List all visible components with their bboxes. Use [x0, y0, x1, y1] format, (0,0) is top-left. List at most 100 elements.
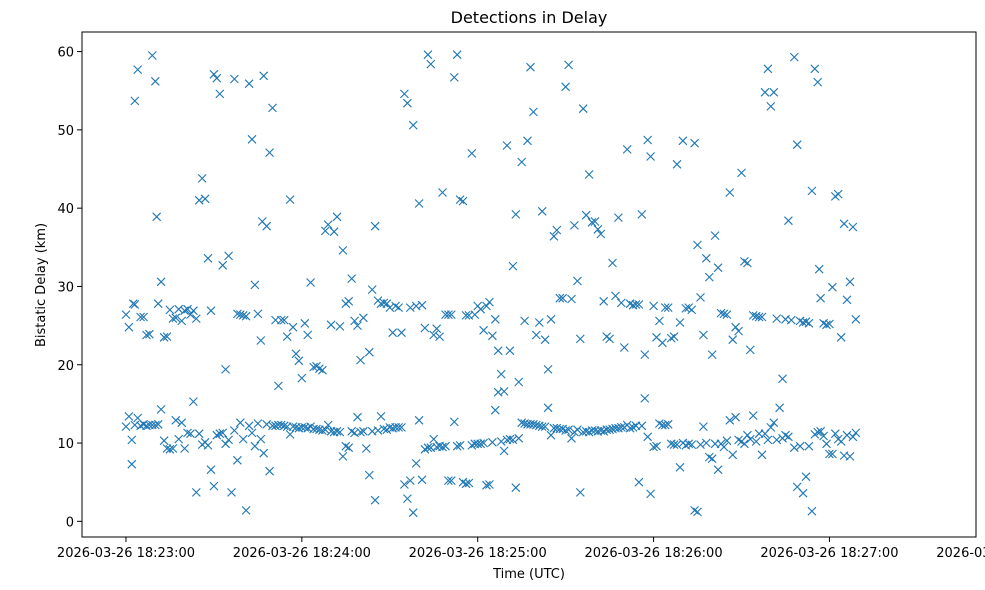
- data-point-marker: [578, 104, 588, 114]
- data-point-marker: [722, 436, 732, 446]
- data-point-marker: [740, 257, 749, 266]
- data-point-marker: [760, 87, 770, 97]
- data-point-marker: [403, 98, 412, 108]
- data-point-marker: [511, 483, 521, 493]
- data-point-marker: [772, 435, 782, 445]
- data-point-marker: [306, 278, 315, 287]
- data-point-marker: [801, 317, 811, 327]
- data-point-marker: [411, 459, 421, 468]
- data-point-marker: [376, 412, 386, 421]
- data-point-marker: [162, 332, 172, 341]
- data-point-marker: [725, 188, 735, 197]
- data-point-marker: [344, 296, 354, 306]
- data-point-marker: [153, 419, 163, 429]
- data-point-marker: [361, 444, 371, 453]
- data-point-marker: [203, 441, 213, 450]
- data-point-marker: [851, 314, 861, 324]
- data-point-marker: [318, 365, 327, 375]
- data-point-marker: [640, 350, 650, 359]
- data-point-marker: [496, 437, 506, 446]
- data-point-marker: [789, 52, 799, 62]
- data-point-marker: [781, 430, 790, 440]
- data-point-marker: [734, 326, 743, 336]
- data-point-marker: [587, 217, 597, 227]
- data-point-marker: [716, 308, 726, 318]
- data-point-marker: [467, 149, 477, 158]
- data-point-marker: [320, 226, 330, 236]
- data-point-marker: [130, 96, 140, 106]
- data-point-marker: [133, 65, 143, 74]
- data-point-marker: [464, 478, 474, 488]
- data-point-marker: [394, 303, 403, 312]
- data-point-marker: [238, 311, 248, 320]
- data-point-marker: [546, 314, 556, 324]
- data-point-marker: [408, 508, 418, 518]
- data-point-marker: [737, 168, 746, 178]
- data-point-marker: [575, 488, 585, 497]
- data-point-marker: [526, 62, 535, 72]
- data-point-marker: [168, 444, 178, 453]
- data-point-marker: [839, 219, 849, 229]
- data-point-marker: [725, 415, 735, 425]
- data-point-marker: [842, 295, 852, 305]
- data-point-marker: [218, 428, 228, 438]
- data-point-marker: [555, 424, 565, 434]
- data-point-marker: [499, 387, 509, 396]
- data-point-marker: [285, 430, 295, 439]
- x-tick-label: 2026-03-26 18:28:00: [936, 546, 985, 561]
- data-point-marker: [567, 433, 576, 443]
- data-point-marker: [338, 246, 348, 255]
- data-point-marker: [414, 415, 424, 425]
- data-point-marker: [189, 306, 198, 316]
- data-point-marker: [347, 274, 357, 283]
- data-point-marker: [745, 345, 755, 355]
- data-point-marker: [825, 319, 834, 329]
- data-point-marker: [652, 441, 661, 451]
- data-point-marker: [429, 434, 439, 444]
- data-point-marker: [743, 430, 752, 440]
- data-point-marker: [197, 174, 207, 183]
- data-point-marker: [171, 415, 181, 425]
- data-point-marker: [719, 309, 729, 319]
- data-point-marker: [529, 107, 538, 117]
- data-point-marker: [168, 314, 178, 323]
- data-point-marker: [804, 318, 814, 328]
- data-point-marker: [417, 475, 427, 485]
- data-point-marker: [364, 470, 374, 480]
- y-axis-label: Bistatic Delay (km): [34, 223, 49, 347]
- data-point-marker: [529, 419, 538, 429]
- data-point-marker: [795, 441, 805, 451]
- data-point-marker: [438, 188, 447, 197]
- data-point-marker: [159, 332, 169, 342]
- data-point-marker: [300, 318, 310, 328]
- data-point-marker: [699, 422, 708, 431]
- data-point-marker: [675, 462, 685, 472]
- data-point-marker: [224, 435, 233, 445]
- data-point-marker: [294, 356, 304, 366]
- data-point-marker: [186, 429, 195, 439]
- data-point-marker: [341, 441, 351, 451]
- data-point-marker: [754, 312, 764, 322]
- data-point-marker: [490, 405, 500, 415]
- data-point-marker: [364, 347, 374, 357]
- data-point-marker: [279, 421, 289, 431]
- x-tick-label: 2026-03-26 18:27:00: [760, 546, 898, 561]
- data-point-marker: [282, 332, 292, 341]
- data-point-marker: [704, 272, 714, 282]
- data-point-marker: [180, 444, 189, 453]
- data-point-marker: [150, 420, 160, 430]
- x-tick-label: 2026-03-26 18:23:00: [57, 546, 195, 561]
- data-point-marker: [265, 466, 274, 476]
- data-point-marker: [740, 439, 749, 449]
- data-point-marker: [573, 276, 582, 286]
- data-point-marker: [268, 103, 277, 113]
- data-point-marker: [722, 310, 732, 319]
- data-point-marker: [851, 428, 861, 438]
- data-point-marker: [359, 313, 368, 323]
- data-point-marker: [183, 428, 192, 438]
- data-point-marker: [666, 333, 676, 343]
- data-point-marker: [537, 206, 547, 216]
- data-point-marker: [315, 364, 324, 374]
- data-point-marker: [259, 448, 269, 458]
- data-point-marker: [488, 437, 497, 447]
